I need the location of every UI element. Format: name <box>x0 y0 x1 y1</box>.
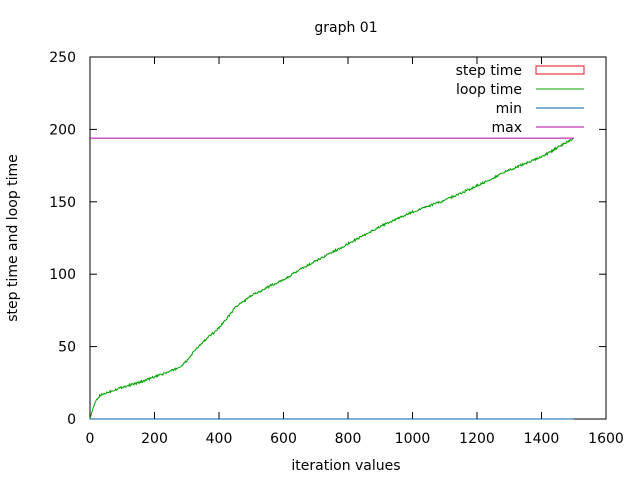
plot-area: 0 200 400 600 800 1000 1200 1400 1600 0 50 100 150 20… <box>49 50 624 447</box>
x-tick-label: 1600 <box>588 431 624 447</box>
x-tick-label: 1000 <box>395 431 431 447</box>
y-tick-label: 250 <box>49 50 76 66</box>
x-tick-label: 0 <box>86 431 95 447</box>
legend-label-loop-time: loop time <box>456 82 522 98</box>
x-tick-label: 1400 <box>524 431 560 447</box>
legend-swatch-step-time <box>535 65 585 75</box>
y-axis-label: step time and loop time <box>5 154 21 322</box>
y-tick-label: 0 <box>67 412 76 428</box>
x-tick-label: 800 <box>335 431 362 447</box>
legend-label-max: max <box>491 120 522 136</box>
chart-title: graph 01 <box>314 20 377 36</box>
x-tick-label: 1200 <box>459 431 495 447</box>
x-axis-label: iteration values <box>291 458 400 474</box>
y-tick-label: 150 <box>49 195 76 211</box>
x-tick-label: 600 <box>270 431 297 447</box>
legend-label-min: min <box>496 101 522 117</box>
y-tick-label: 50 <box>58 340 76 356</box>
legend: step time loop time min max <box>456 63 585 136</box>
x-tick-label: 200 <box>141 431 168 447</box>
y-tick-label: 200 <box>49 122 76 138</box>
series-line-loop-time <box>89 137 574 420</box>
plot-frame <box>89 56 607 420</box>
x-tick-label: 400 <box>206 431 233 447</box>
y-tick-label: 100 <box>49 267 76 283</box>
legend-label-step-time: step time <box>456 63 522 79</box>
